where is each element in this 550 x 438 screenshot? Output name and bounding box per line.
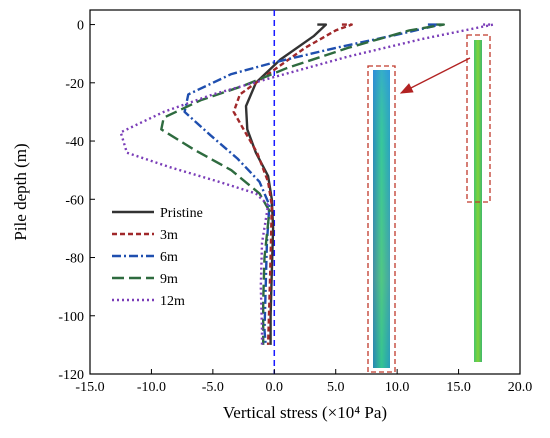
x-tick-label: -15.0 — [75, 380, 104, 395]
right-pile-highlight-box — [466, 34, 491, 203]
y-axis-label: Pile depth (m) — [11, 143, 30, 240]
x-tick-label: -10.0 — [137, 380, 166, 395]
y-tick-label: 0 — [77, 19, 84, 34]
series-line-6m — [183, 23, 442, 345]
legend-label-3m: 3m — [160, 228, 178, 243]
legend-label-9m: 9m — [160, 272, 178, 287]
y-tick-label: -60 — [65, 193, 84, 208]
axis-ticks: -15.0 -10.0 -5.0 0.0 5.0 10.0 15.0 20.0 0 -20 -40 -… — [58, 19, 532, 395]
zoom-arrow — [399, 57, 471, 94]
pile-illustration — [367, 34, 491, 373]
y-tick-label: -40 — [65, 135, 84, 150]
right-pile-body — [474, 40, 482, 362]
x-tick-label: 5.0 — [327, 380, 345, 395]
legend: Pristine 3m 6m 9m 12m — [112, 206, 203, 309]
series-lines — [119, 23, 495, 345]
x-tick-label: 0.0 — [266, 380, 284, 395]
x-tick-label: 10.0 — [385, 380, 410, 395]
plot-frame — [89, 9, 521, 375]
x-axis-label: Vertical stress (×10⁴ Pa) — [223, 403, 387, 422]
y-tick-label: -20 — [65, 77, 84, 92]
legend-label-12m: 12m — [160, 294, 185, 309]
y-tick-label: -100 — [58, 310, 84, 325]
y-tick-label: -80 — [65, 252, 84, 267]
series-line-9m — [160, 23, 445, 345]
series-line-pristine — [244, 23, 328, 345]
left-pile-shade — [373, 70, 390, 368]
series-line-3m — [232, 23, 353, 345]
left-pile-highlight-box — [367, 65, 396, 373]
x-tick-label: -5.0 — [202, 380, 224, 395]
legend-label-6m: 6m — [160, 250, 178, 265]
x-tick-label: 15.0 — [446, 380, 471, 395]
y-tick-label: -120 — [58, 368, 84, 383]
x-tick-label: 20.0 — [508, 380, 533, 395]
legend-label-pristine: Pristine — [160, 206, 203, 221]
